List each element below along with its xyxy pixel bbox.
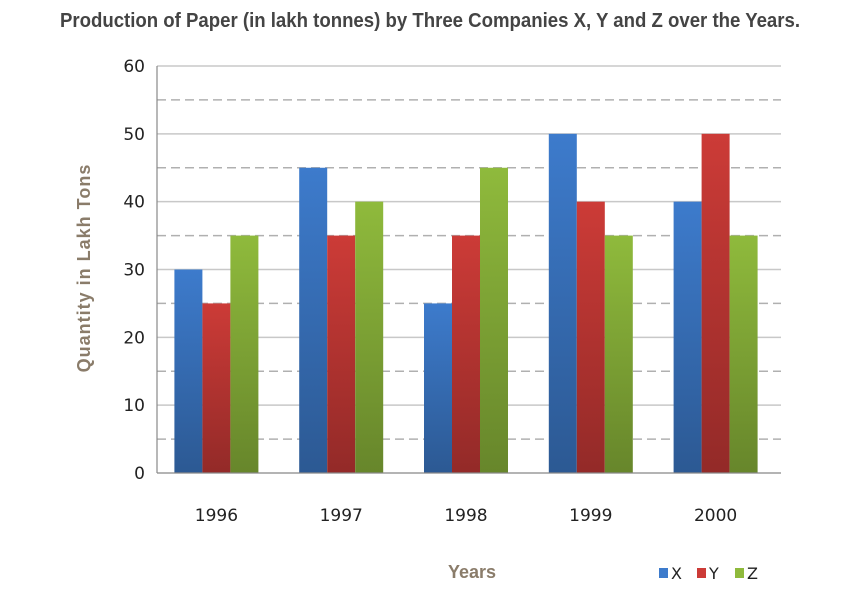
x-axis-title: Years: [448, 562, 496, 582]
bar-x-1997: [299, 167, 328, 473]
legend-label-z: Z: [747, 564, 758, 583]
y-tick-label: 10: [123, 396, 145, 416]
chart-title: Production of Paper (in lakh tonnes) by …: [59, 10, 801, 32]
bar-x-1999: [548, 133, 577, 474]
legend-swatch-z: [735, 568, 744, 578]
bar-z-2000: [729, 235, 758, 473]
x-tick-label: 2000: [694, 506, 737, 526]
x-tick-label: 1998: [444, 506, 487, 526]
bar-z-1999: [604, 235, 633, 473]
bar-x-1998: [424, 303, 452, 473]
legend-swatch-y: [697, 568, 706, 578]
y-tick-labels: 0 10 20 30 40 50 60: [123, 57, 145, 484]
bar-x-2000: [673, 201, 702, 473]
x-tick-label: 1997: [320, 506, 363, 526]
bar-z-1998: [480, 167, 508, 473]
axes: [156, 66, 781, 474]
bar-x-1996: [174, 269, 203, 473]
y-tick-label: 30: [123, 261, 145, 281]
bar-z-1997: [355, 201, 384, 473]
legend: X Y Z: [659, 564, 758, 583]
y-tick-label: 40: [123, 193, 145, 213]
x-tick-label: 1996: [195, 506, 238, 526]
bar-y-1996: [202, 303, 231, 473]
bar-z-1996: [230, 235, 259, 473]
bar-y-1998: [452, 235, 480, 473]
bars: [174, 133, 758, 474]
legend-swatch-x: [659, 568, 668, 578]
legend-label-x: X: [671, 564, 682, 583]
y-tick-label: 0: [134, 464, 145, 484]
y-tick-label: 50: [123, 125, 145, 145]
bar-y-2000: [701, 133, 730, 474]
bar-y-1999: [576, 201, 605, 473]
bar-y-1997: [327, 235, 356, 473]
y-tick-label: 20: [123, 328, 145, 348]
x-tick-labels: 1996 1997 1998 1999 2000: [195, 506, 737, 526]
x-tick-label: 1999: [569, 506, 612, 526]
legend-label-y: Y: [708, 564, 719, 583]
y-tick-label: 60: [123, 57, 145, 77]
y-axis-title: Quantity in Lakh Tons: [74, 164, 94, 373]
